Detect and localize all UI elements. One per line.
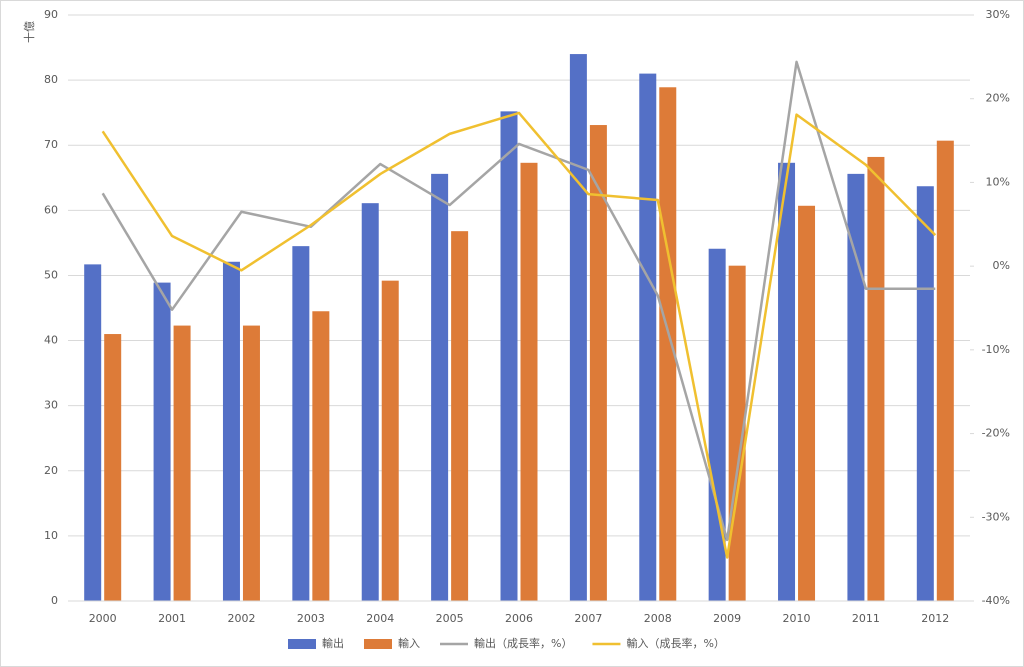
y-tick-label: 90 xyxy=(44,8,58,21)
y2-tick-label: 20% xyxy=(986,92,1010,105)
x-tick-label: 2005 xyxy=(436,612,464,625)
y-tick-label: 20 xyxy=(44,464,58,477)
bar xyxy=(569,54,587,602)
legend-swatch xyxy=(288,639,316,649)
y-tick-label: 70 xyxy=(44,138,58,151)
bar xyxy=(798,205,816,601)
x-tick-label: 2000 xyxy=(89,612,117,625)
legend-label: 輸出（成長率，%） xyxy=(474,636,572,650)
y-tick-label: 80 xyxy=(44,73,58,86)
bar xyxy=(867,156,885,602)
x-tick-label: 2001 xyxy=(158,612,186,625)
x-tick-label: 2009 xyxy=(713,612,741,625)
bar xyxy=(153,282,171,601)
y-tick-label: 30 xyxy=(44,399,58,412)
bar xyxy=(778,162,796,601)
y2-tick-label: -20% xyxy=(982,427,1010,440)
y2-tick-label: -10% xyxy=(982,343,1010,356)
legend-label: 輸出 xyxy=(322,636,344,650)
bar xyxy=(242,325,260,601)
y2-tick-label: 0% xyxy=(993,259,1010,272)
y-tick-label: 10 xyxy=(44,529,58,542)
legend-label: 輸入 xyxy=(398,636,420,650)
bar xyxy=(659,87,677,602)
y-tick-label: 0 xyxy=(51,594,58,607)
line-series xyxy=(101,60,936,542)
x-tick-label: 2007 xyxy=(574,612,602,625)
bar xyxy=(639,73,657,602)
x-tick-label: 2008 xyxy=(644,612,672,625)
x-tick-label: 2012 xyxy=(921,612,949,625)
bar xyxy=(104,334,122,601)
x-tick-label: 2006 xyxy=(505,612,533,625)
y2-tick-label: -30% xyxy=(982,510,1010,523)
bar xyxy=(431,173,449,602)
y2-tick-label: 30% xyxy=(986,8,1010,21)
y-axis-title: 十億 xyxy=(22,21,36,43)
x-tick-label: 2004 xyxy=(366,612,394,625)
bar xyxy=(589,125,607,601)
bar xyxy=(222,261,240,601)
legend-swatch xyxy=(364,639,392,649)
x-tick-label: 2010 xyxy=(783,612,811,625)
bar xyxy=(708,248,726,601)
y-tick-label: 50 xyxy=(44,268,58,281)
bar xyxy=(520,162,538,601)
legend-label: 輸入（成長率，%） xyxy=(626,636,724,650)
bar xyxy=(173,325,191,601)
x-tick-label: 2002 xyxy=(227,612,255,625)
bar xyxy=(500,111,518,601)
bar xyxy=(361,203,379,601)
bar xyxy=(381,280,399,601)
bar xyxy=(292,246,310,601)
bar xyxy=(451,231,469,601)
y2-tick-label: 10% xyxy=(986,175,1010,188)
bar xyxy=(84,264,102,601)
bar xyxy=(847,173,865,602)
line-series xyxy=(101,111,937,559)
y2-tick-label: -40% xyxy=(982,594,1010,607)
x-tick-label: 2011 xyxy=(852,612,880,625)
y-tick-label: 40 xyxy=(44,334,58,347)
bar xyxy=(916,186,934,601)
x-tick-label: 2003 xyxy=(297,612,325,625)
bar xyxy=(936,140,954,602)
bar xyxy=(312,311,330,601)
y-tick-label: 60 xyxy=(44,203,58,216)
